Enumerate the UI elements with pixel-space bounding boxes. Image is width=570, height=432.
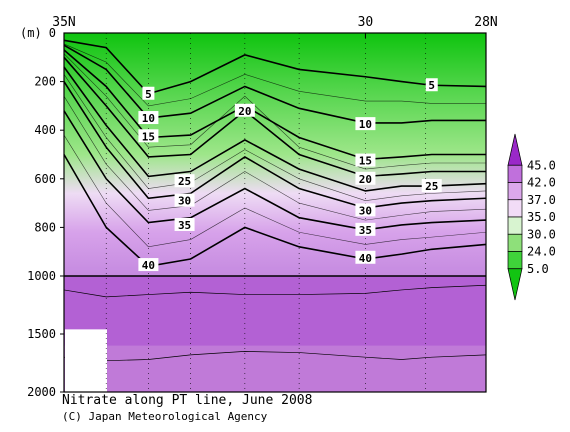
plot-frame xyxy=(63,32,487,393)
contour-label-bg-13 xyxy=(174,217,195,231)
y-tick-label-1: 0 xyxy=(49,26,56,40)
chart-title: Nitrate along PT line, June 2008 xyxy=(62,393,313,408)
contour-line-5 xyxy=(63,39,487,95)
legend-swatch-8 xyxy=(507,268,523,301)
legend-swatch-3 xyxy=(507,182,523,201)
contour-label-14: 35 xyxy=(359,224,372,237)
y-tick-label-5: 800 xyxy=(34,220,56,234)
contour-line-25 xyxy=(63,66,487,192)
contour-label-bg-4 xyxy=(355,117,376,131)
y-unit-label: (m) xyxy=(20,26,42,40)
y-tick-label-7: 1500 xyxy=(27,327,56,341)
contour-label-bg-10 xyxy=(421,179,442,193)
contour-line-40 xyxy=(63,154,487,268)
contour-label-bg-3 xyxy=(138,111,159,125)
deep-contour-1 xyxy=(63,284,487,298)
contour-label-5: 15 xyxy=(142,130,155,143)
contour-line-10 xyxy=(63,44,486,124)
contour-label-4: 10 xyxy=(359,118,372,131)
deep-band-fill xyxy=(64,345,486,392)
contour-line-35 xyxy=(63,110,487,231)
contour-label-bg-15 xyxy=(138,258,159,272)
contour-label-bg-9 xyxy=(174,174,195,188)
y-tick-label-4: 600 xyxy=(34,172,56,186)
legend-swatch-2 xyxy=(507,164,523,183)
contour-line-30 xyxy=(63,81,487,209)
contour-label-1: 5 xyxy=(145,88,152,101)
contour-label-bg-6 xyxy=(355,153,376,167)
deep-contour-2 xyxy=(63,351,487,362)
contour-line-minor-5 xyxy=(63,134,487,248)
contour-label-9: 25 xyxy=(178,175,191,188)
contour-label-bg-12 xyxy=(355,203,376,217)
no-data-region xyxy=(65,329,107,392)
legend-label-1: 45.0 xyxy=(527,158,556,172)
contour-label-8: 20 xyxy=(359,173,372,186)
contour-line-minor-1 xyxy=(63,43,486,107)
legend-label-5: 30.0 xyxy=(527,227,556,241)
contour-label-bg-16 xyxy=(355,250,376,264)
legend-label-6: 24.0 xyxy=(527,245,556,259)
contour-label-13: 35 xyxy=(178,219,191,232)
legend-label-4: 35.0 xyxy=(527,210,556,224)
x-tick-label-3: 28N xyxy=(474,15,497,30)
upper-section-fill xyxy=(64,33,486,276)
contour-label-6: 15 xyxy=(359,155,372,168)
y-tick-label-8: 2000 xyxy=(27,385,56,399)
legend-label-3: 37.0 xyxy=(527,193,556,207)
contour-line-minor-3 xyxy=(63,74,487,201)
contour-line-minor-4 xyxy=(63,96,487,221)
contour-label-3: 10 xyxy=(142,112,155,125)
x-tick-label-2: 30 xyxy=(358,15,374,30)
legend-label-7: 5.0 xyxy=(527,262,549,276)
contour-label-12: 30 xyxy=(359,204,372,217)
y-tick-label-2: 200 xyxy=(34,75,56,89)
legend-swatch-6 xyxy=(507,233,523,252)
contour-label-16: 40 xyxy=(359,252,372,265)
contour-label-15: 40 xyxy=(142,259,155,272)
legend-swatch-7 xyxy=(507,251,523,270)
y-tick-label-3: 400 xyxy=(34,123,56,137)
contour-line-minor-2 xyxy=(63,53,486,170)
contour-label-bg-5 xyxy=(138,129,159,143)
contour-label-bg-7 xyxy=(234,103,255,117)
copyright-credit: (C) Japan Meteorological Agency xyxy=(62,410,268,423)
legend-swatch-5 xyxy=(507,216,523,235)
contour-label-2: 5 xyxy=(428,79,435,92)
legend-swatch-4 xyxy=(507,199,523,218)
contour-label-bg-1 xyxy=(142,86,155,100)
legend-label-2: 42.0 xyxy=(527,176,556,190)
contour-label-11: 30 xyxy=(178,195,191,208)
contour-label-10: 25 xyxy=(425,180,438,193)
contour-label-bg-11 xyxy=(174,193,195,207)
contour-label-bg-8 xyxy=(355,171,376,185)
contour-label-7: 20 xyxy=(238,105,251,118)
legend-swatch-1 xyxy=(507,133,523,166)
contour-label-bg-14 xyxy=(355,222,376,236)
y-tick-label-6: 1000 xyxy=(27,269,56,283)
contour-line-20 xyxy=(63,56,486,178)
x-tick-label-1: 35N xyxy=(52,15,75,30)
contour-label-bg-2 xyxy=(425,78,438,92)
